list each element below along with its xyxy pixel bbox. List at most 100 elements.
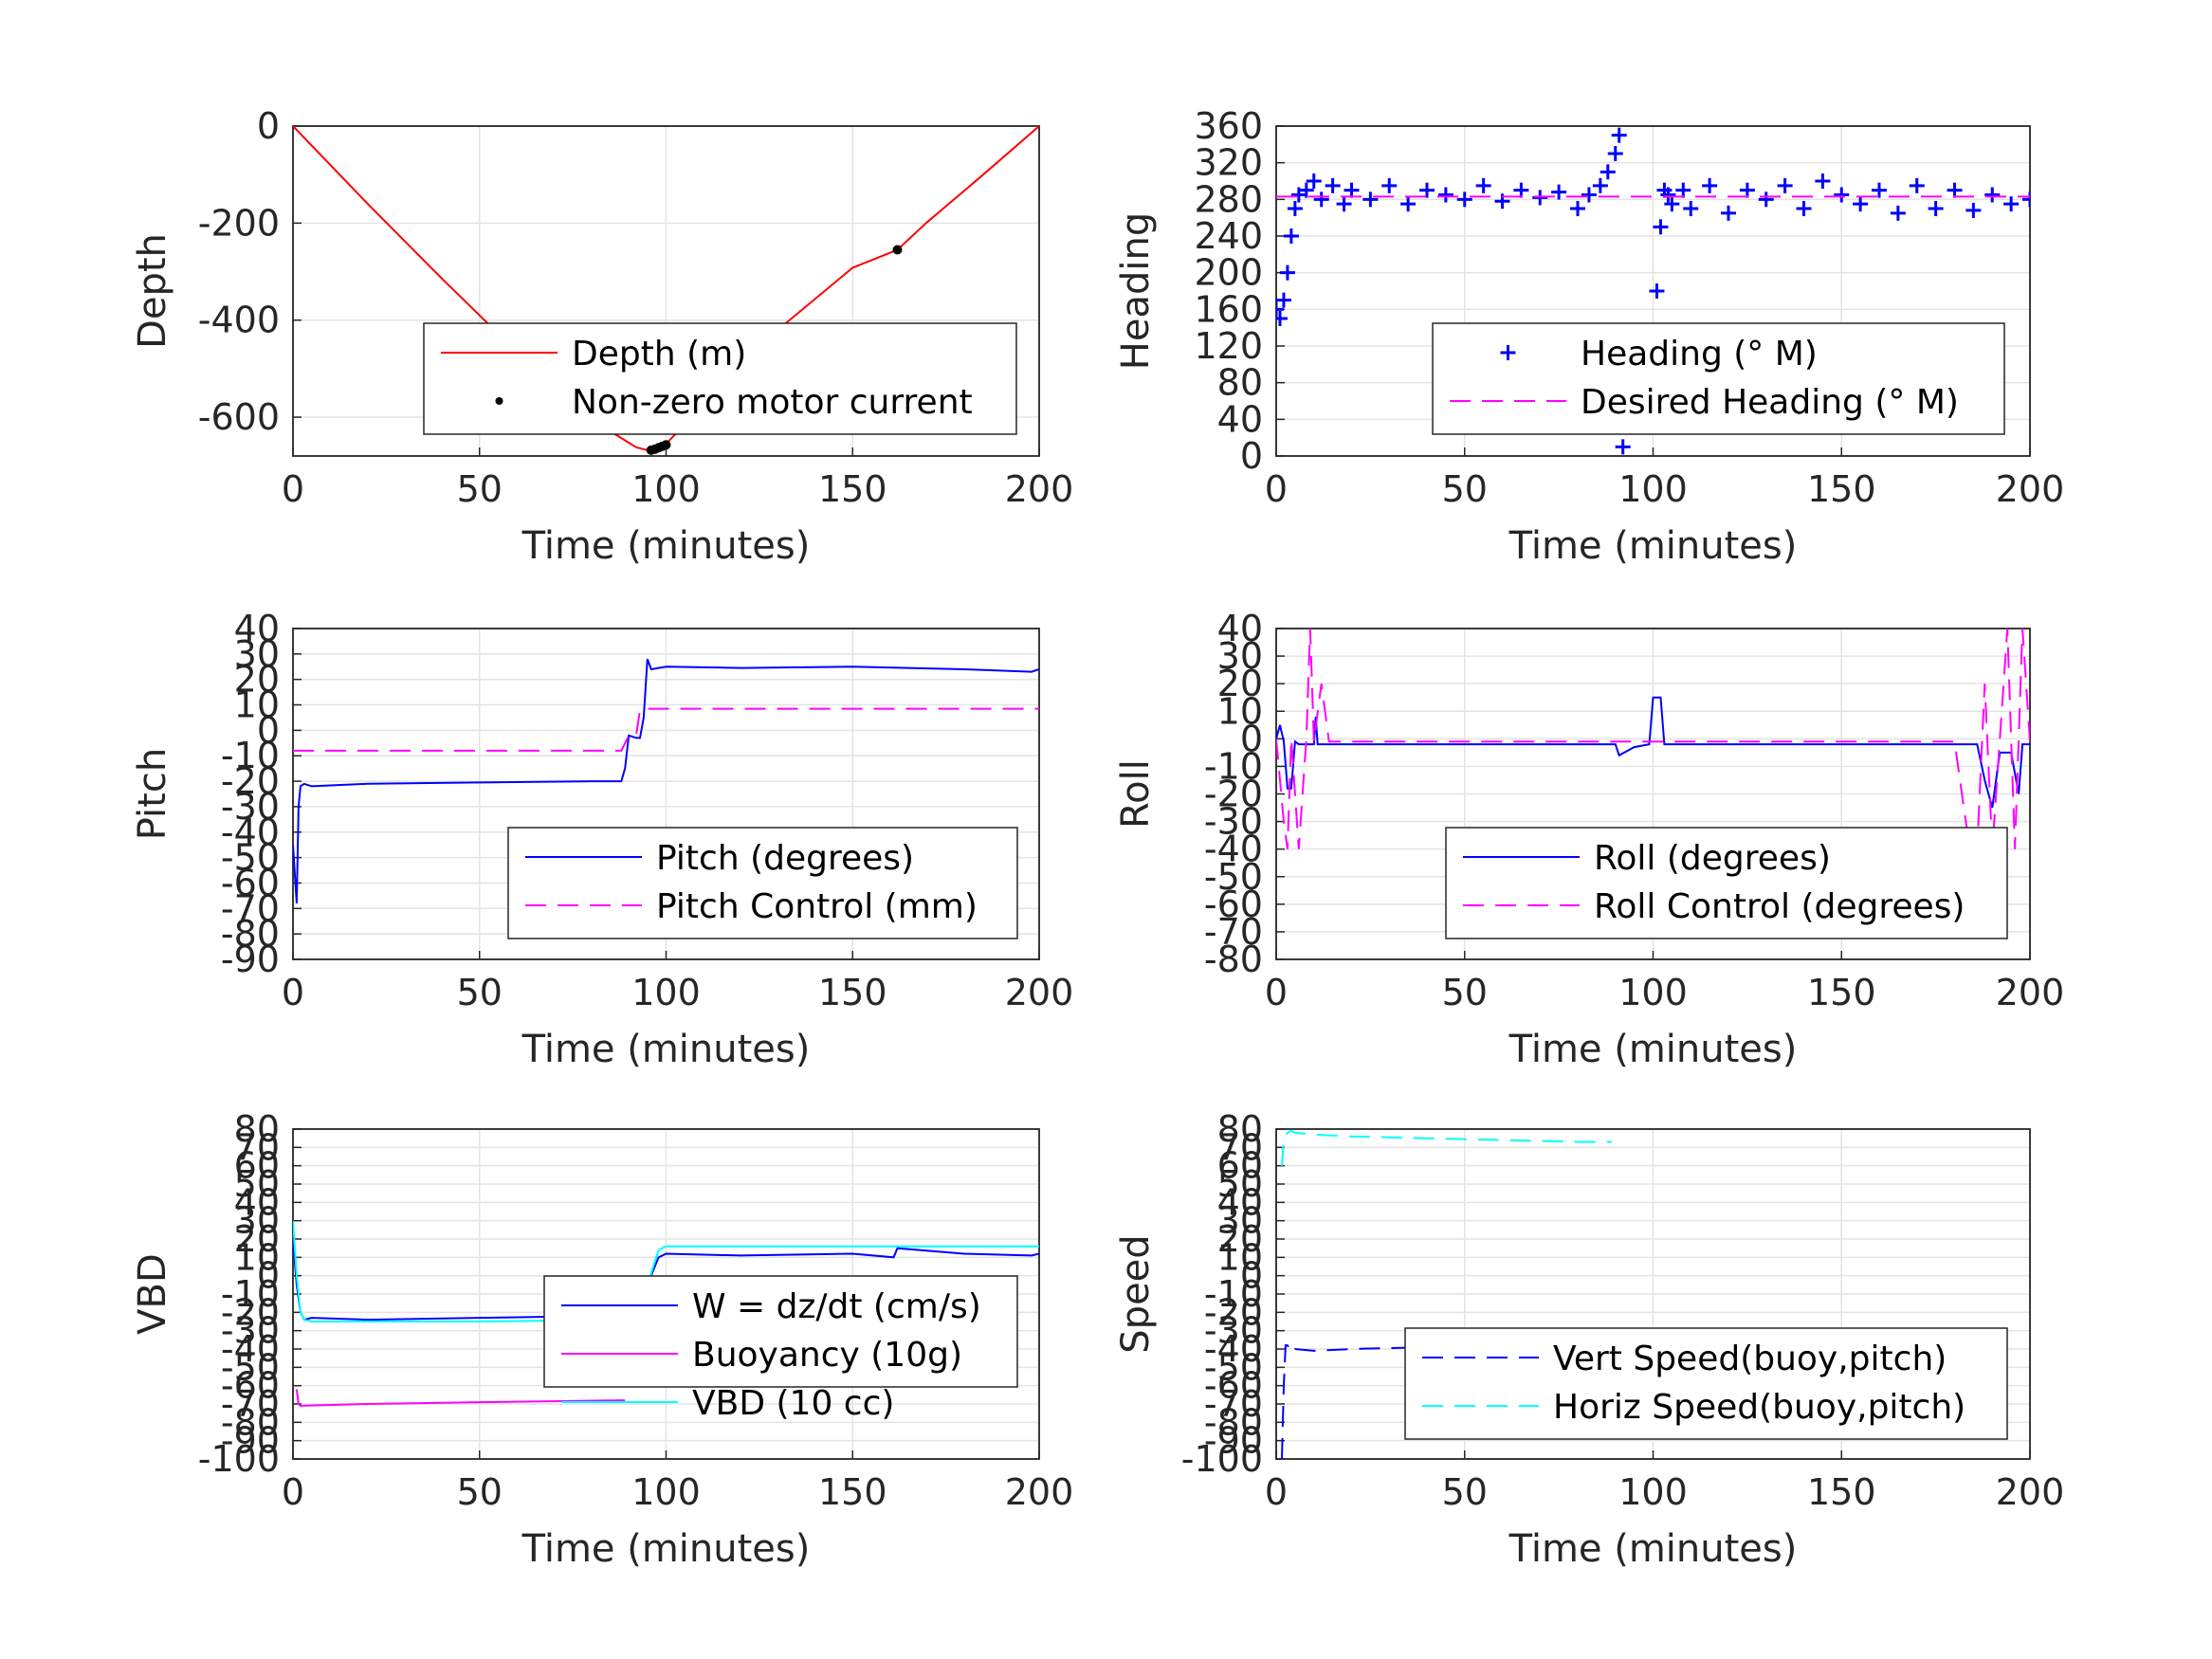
y-axis-label: Pitch <box>131 748 174 840</box>
y-tick-label: 20 <box>234 659 280 701</box>
y-tick-label: -100 <box>1181 1438 1263 1480</box>
x-tick-label: 150 <box>818 468 887 510</box>
x-tick-label: 200 <box>1005 1471 1074 1513</box>
y-tick-label: 40 <box>1217 1181 1263 1223</box>
x-tick-label: 200 <box>1996 972 2065 1013</box>
data-point <box>1947 182 1963 198</box>
data-point <box>1283 228 1299 244</box>
y-tick-label: 120 <box>1194 325 1263 367</box>
x-tick-label: 0 <box>282 972 304 1013</box>
x-axis-label: Time (minutes) <box>1508 1527 1798 1571</box>
x-tick-label: 0 <box>282 1471 304 1513</box>
y-tick-label: -80 <box>1204 1401 1263 1443</box>
y-tick-label: -70 <box>221 887 280 929</box>
y-tick-label: -50 <box>1204 856 1263 898</box>
legend-label: Roll Control (degrees) <box>1594 887 1965 926</box>
y-tick-label: 30 <box>1217 1200 1263 1242</box>
data-point <box>1276 311 1288 326</box>
y-tick-label: 40 <box>234 608 280 649</box>
y-tick-label: 20 <box>1217 1218 1263 1260</box>
axes-frame <box>1275 125 2031 457</box>
data-point <box>1664 196 1680 212</box>
legend-box <box>423 322 1017 435</box>
data-point <box>1984 187 2001 203</box>
data-point <box>1325 177 1341 193</box>
y-axis-label: Roll <box>1114 759 1158 829</box>
data-point <box>1796 201 1812 216</box>
data-point <box>1615 439 1631 455</box>
legend-box <box>1445 827 2008 939</box>
y-axis-label: Heading <box>1114 212 1158 370</box>
data-point <box>1702 177 1718 193</box>
chart-1: 0 50 100 150 200 0 -200 -400 -600 Time (minutes) D… <box>131 105 1073 568</box>
y-tick-label: -20 <box>221 1291 280 1333</box>
data-point <box>1649 283 1665 299</box>
chart-3: 0 50 100 150 200403020100-10-20-30-40-50-60-… <box>131 608 1073 1071</box>
y-tick-label: -60 <box>1204 884 1263 925</box>
x-tick-label: 0 <box>1265 972 1288 1013</box>
y-tick-label: -60 <box>221 862 280 903</box>
series-line-2 <box>1276 629 2030 850</box>
data-point <box>1276 292 1291 308</box>
x-tick-label: 150 <box>1807 972 1876 1013</box>
data-point <box>1721 205 1736 221</box>
y-tick-label: 160 <box>1194 288 1263 330</box>
y-tick-label: 80 <box>1217 362 1263 404</box>
y-tick-label: 50 <box>1217 1163 1263 1205</box>
data-point <box>1279 264 1295 281</box>
data-point <box>1287 201 1303 216</box>
x-tick-label: 100 <box>631 468 701 510</box>
legend-label: Desired Heading (° M) <box>1581 383 1959 422</box>
x-tick-label: 50 <box>1442 468 1488 510</box>
data-point <box>1683 201 1699 216</box>
y-tick-label: -200 <box>198 202 280 244</box>
x-axis-label: Time (minutes) <box>1508 1028 1798 1071</box>
data-point <box>1965 202 1982 218</box>
legend-box <box>1432 322 2005 435</box>
x-tick-label: 50 <box>457 1471 503 1513</box>
y-tick-label: -90 <box>221 939 280 980</box>
data-point <box>1653 219 1669 235</box>
data-point <box>1611 127 1627 143</box>
legend-label: Buoyancy (10g) <box>692 1336 962 1375</box>
data-point <box>1853 196 1869 212</box>
y-tick-label: -40 <box>221 1328 280 1370</box>
data-point <box>1336 196 1352 212</box>
x-tick-label: 50 <box>1442 972 1488 1013</box>
y-tick-label: 40 <box>1217 398 1263 440</box>
data-point <box>1607 146 1623 161</box>
x-tick-label: 200 <box>1996 1471 2065 1513</box>
y-axis-label: Depth <box>131 233 174 349</box>
data-point <box>1758 191 1774 208</box>
x-tick-label: 100 <box>631 972 701 1013</box>
y-tick-label: 10 <box>1217 1236 1263 1278</box>
y-tick-label: -50 <box>221 837 280 879</box>
x-tick-label: 100 <box>1618 468 1688 510</box>
series-group <box>1276 127 2030 455</box>
legend-box <box>543 1275 1018 1388</box>
y-tick-label: -20 <box>1204 774 1263 815</box>
x-axis-label: Time (minutes) <box>521 1028 811 1071</box>
x-tick-label: 150 <box>818 972 887 1013</box>
y-tick-label: -100 <box>198 1438 280 1480</box>
legend-label: Roll (degrees) <box>1594 839 1831 878</box>
y-tick-label: -30 <box>221 786 280 828</box>
series-line-1 <box>293 658 1039 903</box>
x-tick-label: 100 <box>1618 972 1688 1013</box>
data-point <box>2022 191 2030 208</box>
legend-label: VBD (10 cc) <box>692 1384 894 1423</box>
series-line-2 <box>293 707 1039 752</box>
y-tick-label: -80 <box>221 1401 280 1443</box>
series-line-2 <box>295 1389 626 1407</box>
y-tick-label: 70 <box>234 1126 280 1168</box>
y-tick-label: -80 <box>221 913 280 955</box>
x-tick-label: 200 <box>1005 972 1074 1013</box>
legend: Heading (° M) Desired Heading (° M) <box>1432 322 2005 435</box>
y-tick-label: 40 <box>1217 608 1263 649</box>
legend-label: Vert Speed(buoy,pitch) <box>1553 1340 1947 1378</box>
data-point <box>1570 201 1585 216</box>
y-tick-label: -400 <box>198 300 280 341</box>
chart-4: 0 50 100 150 200403020100-10-20-30-40-50-60-… <box>1114 608 2064 1071</box>
legend: Roll (degrees) Roll Control (degrees) <box>1445 827 2008 939</box>
